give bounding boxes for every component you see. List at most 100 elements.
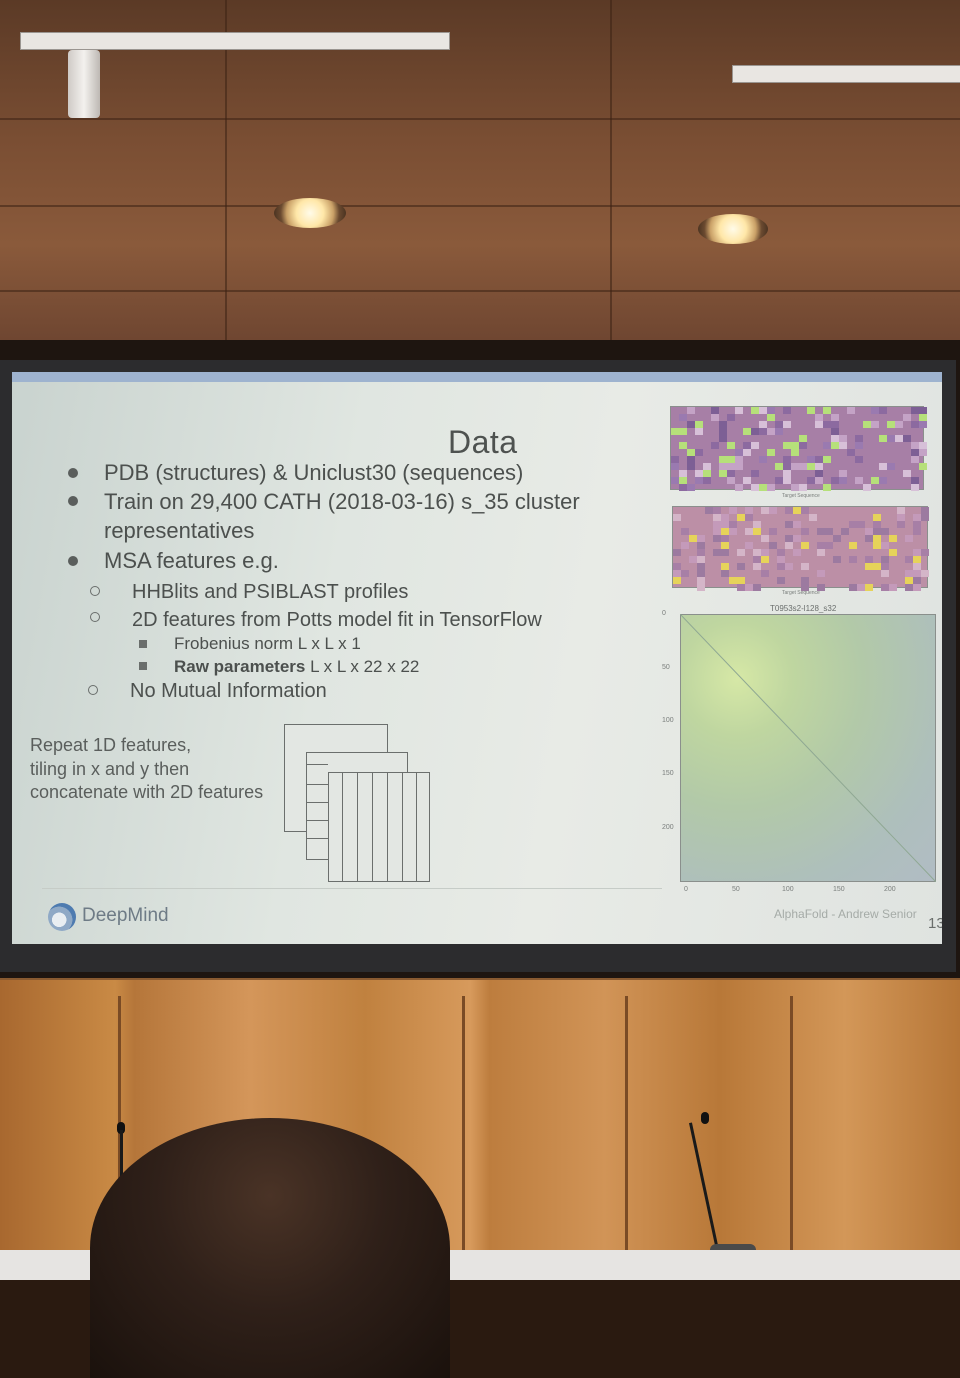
heatmap-cell bbox=[679, 442, 687, 449]
heatmap-cell bbox=[687, 449, 695, 456]
heatmap-cell bbox=[735, 449, 743, 456]
sub-bullet-item: HHBlits and PSIBLAST profiles bbox=[132, 581, 409, 603]
heatmap-cell bbox=[815, 470, 823, 477]
microphone-head bbox=[117, 1122, 125, 1134]
x-tick-label: 50 bbox=[732, 886, 740, 893]
heatmap-cell bbox=[767, 414, 775, 421]
heatmap-cell bbox=[783, 442, 791, 449]
heatmap-cell bbox=[865, 584, 873, 591]
heatmap-cell bbox=[769, 542, 777, 549]
heatmap-cell bbox=[751, 442, 759, 449]
heatmap-cell bbox=[729, 528, 737, 535]
diagram-column bbox=[357, 772, 358, 882]
heatmap-cell bbox=[743, 428, 751, 435]
ceiling bbox=[0, 0, 960, 350]
heatmap-cell bbox=[855, 477, 863, 484]
heatmap-cell bbox=[873, 535, 881, 542]
downlight bbox=[698, 214, 768, 244]
heatmap-cell bbox=[769, 507, 777, 514]
heatmap-cell bbox=[719, 421, 727, 428]
heatmap-cell bbox=[881, 570, 889, 577]
heatmap-cell bbox=[681, 542, 689, 549]
deepmind-logo-text: DeepMind bbox=[82, 905, 169, 926]
heatmap-cell bbox=[831, 442, 839, 449]
heatmap-cell bbox=[897, 521, 905, 528]
heatmap-cell bbox=[801, 563, 809, 570]
diagram-column bbox=[372, 772, 373, 882]
heatmap-cell bbox=[737, 577, 745, 584]
heatmap-cell bbox=[911, 484, 919, 491]
heatmap-cell bbox=[847, 449, 855, 456]
heatmap-cell bbox=[721, 535, 729, 542]
heatmap-cell bbox=[777, 563, 785, 570]
heatmap-cell bbox=[833, 535, 841, 542]
heatmap-cell bbox=[695, 477, 703, 484]
heatmap-cell bbox=[735, 463, 743, 470]
heatmap-cell bbox=[681, 528, 689, 535]
bullet-dot bbox=[68, 468, 78, 478]
heatmap-cell bbox=[697, 577, 705, 584]
heatmap-cell bbox=[703, 477, 711, 484]
heatmap-cell bbox=[729, 521, 737, 528]
heatmap-cell bbox=[687, 407, 695, 414]
heatmap-cell bbox=[873, 521, 881, 528]
heatmap-cell bbox=[727, 470, 735, 477]
heatmap-cell bbox=[759, 456, 767, 463]
heatmap-cell bbox=[855, 435, 863, 442]
heatmap-cell bbox=[679, 477, 687, 484]
heatmap-cell bbox=[783, 477, 791, 484]
heatmap-cell bbox=[903, 470, 911, 477]
plot-title: T0953s2-l128_s32 bbox=[770, 604, 837, 613]
heatmap-cell bbox=[871, 477, 879, 484]
heatmap-cell bbox=[815, 414, 823, 421]
heatmap-cell bbox=[895, 435, 903, 442]
heatmap-cell bbox=[865, 535, 873, 542]
sub-sub-bullet-square bbox=[139, 640, 147, 648]
heatmap-cell bbox=[785, 563, 793, 570]
heatmap-cell bbox=[815, 477, 823, 484]
light-track bbox=[20, 32, 450, 50]
x-tick-label: 150 bbox=[833, 886, 845, 893]
heatmap-cell bbox=[919, 442, 927, 449]
panel-seam bbox=[625, 996, 628, 1280]
heatmap-cell bbox=[761, 556, 769, 563]
heatmap-cell bbox=[839, 435, 847, 442]
heatmap-cell bbox=[759, 407, 767, 414]
heatmap-cell bbox=[801, 577, 809, 584]
heatmap-cell bbox=[921, 514, 929, 521]
heatmap-cell bbox=[687, 456, 695, 463]
heatmap-cell bbox=[921, 549, 929, 556]
audience-head bbox=[90, 1118, 450, 1378]
heatmap-cell bbox=[671, 428, 679, 435]
diagram-row bbox=[306, 838, 328, 839]
bullet-item: representatives bbox=[104, 518, 255, 543]
heatmap-cell bbox=[873, 563, 881, 570]
heatmap-cell bbox=[761, 570, 769, 577]
heatmap-cell bbox=[687, 421, 695, 428]
heatmap-cell bbox=[919, 414, 927, 421]
heatmap-cell bbox=[847, 407, 855, 414]
heatmap-cell bbox=[911, 421, 919, 428]
sub-bullet-ring bbox=[90, 586, 100, 596]
light-track bbox=[732, 65, 960, 83]
heatmap-cell bbox=[873, 542, 881, 549]
heatmap-cell bbox=[673, 514, 681, 521]
heatmap-cell bbox=[737, 549, 745, 556]
heatmap-cell bbox=[881, 542, 889, 549]
heatmap-cell bbox=[897, 514, 905, 521]
heatmap-cell bbox=[727, 442, 735, 449]
heatmap-cell bbox=[895, 421, 903, 428]
heatmap-cell bbox=[809, 514, 817, 521]
heatmap-cell bbox=[721, 521, 729, 528]
heatmap-cell bbox=[695, 428, 703, 435]
heatmap-cell bbox=[671, 463, 679, 470]
heatmap-cell bbox=[849, 542, 857, 549]
diagram-row bbox=[306, 764, 328, 765]
y-tick-label: 200 bbox=[662, 824, 674, 831]
heatmap-cell bbox=[671, 456, 679, 463]
heatmap-cell bbox=[743, 477, 751, 484]
heatmap-cell bbox=[911, 407, 919, 414]
heatmap-cell bbox=[687, 484, 695, 491]
heatmap-cell bbox=[761, 549, 769, 556]
heatmap-cell bbox=[713, 507, 721, 514]
